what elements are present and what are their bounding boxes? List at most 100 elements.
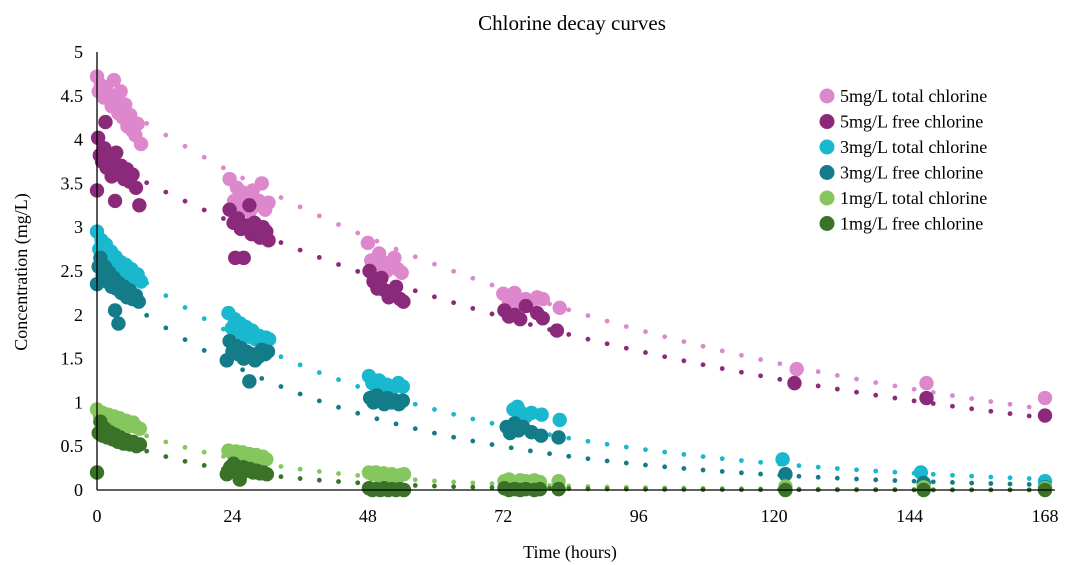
y-tick-label: 0.5: [61, 436, 84, 456]
trendline-dot: [892, 478, 898, 483]
trendline-dot: [316, 213, 322, 219]
trendline-dot: [336, 404, 341, 410]
x-tick-labels: 0 24 48 72 96 120 144 168: [93, 506, 1059, 526]
trendline-dot: [432, 430, 437, 436]
trendline-dot: [393, 421, 399, 427]
data-point: [535, 291, 550, 307]
trendline-dot: [201, 316, 207, 322]
x-tick-label: 24: [223, 506, 241, 526]
data-point: [778, 467, 793, 482]
trendline-dot: [201, 449, 207, 455]
trendline-dot: [489, 442, 495, 447]
trendline-dot: [604, 458, 610, 464]
data-points: [89, 69, 1053, 498]
trendline-dot: [758, 471, 763, 477]
data-point: [98, 114, 113, 130]
trendline-dot: [182, 444, 188, 450]
data-point: [534, 407, 549, 422]
trendline-dot: [969, 480, 975, 486]
data-point: [787, 375, 802, 391]
trendline-dot: [892, 395, 898, 401]
trendline-dot: [336, 222, 341, 227]
data-point: [259, 467, 275, 482]
trendline-dot: [834, 372, 840, 378]
trendline-dot: [470, 416, 476, 422]
data-point: [132, 437, 148, 452]
legend-marker: [819, 190, 835, 206]
trendline-dot: [221, 165, 226, 171]
trendline-dot: [451, 268, 457, 274]
trendline-dot: [854, 467, 859, 473]
trendline-dot: [278, 354, 284, 360]
trendline-dot: [758, 373, 763, 379]
data-point: [236, 250, 251, 266]
trendline-dot: [796, 463, 802, 469]
trendline-dot: [432, 407, 437, 412]
trendline-dot: [393, 246, 399, 252]
trendline-dot: [911, 398, 917, 404]
trendline-dot: [700, 362, 706, 368]
legend-marker: [819, 216, 835, 231]
trendline-dot: [585, 438, 591, 444]
data-point: [360, 235, 376, 251]
trendline-dot: [412, 426, 418, 432]
trendline-dot: [585, 313, 591, 318]
trendline-dot: [834, 386, 840, 392]
trendline-dot: [489, 311, 495, 317]
data-point: [107, 193, 123, 209]
trendline-dot: [432, 478, 437, 484]
trendline-dot: [355, 384, 361, 389]
data-point: [260, 344, 276, 359]
trendline-dot: [489, 420, 495, 426]
trendline-dot: [412, 288, 418, 294]
trendline-dot: [297, 476, 303, 481]
trendline-dot: [316, 255, 322, 260]
trendline-dot: [969, 473, 975, 479]
trendline-dot: [950, 472, 955, 478]
trendline-dot: [854, 376, 859, 382]
y-axis-title: Concentration (mg/L): [11, 193, 32, 350]
data-point: [395, 393, 411, 408]
data-point: [107, 303, 123, 318]
trendline-dot: [240, 175, 245, 181]
trendline-dot: [201, 463, 207, 468]
trendline-dot: [144, 448, 150, 454]
data-point: [552, 412, 567, 428]
trendline-dot: [930, 471, 936, 477]
data-point: [513, 311, 528, 327]
trendline-dot: [201, 207, 207, 213]
trendline-dot: [182, 337, 188, 342]
data-point: [374, 270, 389, 286]
trendline-dot: [815, 474, 821, 480]
trendline-dot: [316, 370, 322, 375]
trendline-dot: [585, 456, 591, 462]
trendline-dot: [739, 458, 744, 463]
trendline-dot: [950, 403, 955, 409]
trendline-dot: [144, 120, 150, 126]
x-tick-label: 144: [896, 506, 923, 526]
data-point: [132, 198, 147, 213]
trendline-dot: [163, 293, 169, 299]
trendline-dot: [336, 471, 341, 476]
y-tick-label: 1: [74, 392, 83, 412]
trendline-dot: [278, 240, 284, 245]
trendline-dot: [930, 479, 936, 485]
data-point: [532, 481, 548, 497]
data-point: [106, 72, 122, 88]
trendline-dot: [700, 454, 706, 460]
y-tick-label: 2.5: [61, 261, 84, 281]
data-point: [242, 374, 257, 389]
trendline-dot: [873, 468, 879, 474]
trendline-dot: [604, 318, 610, 324]
trendline-dot: [163, 132, 169, 138]
legend: 5mg/L total chlorine 5mg/L free chlorine 3…: [819, 86, 987, 234]
trendline-dot: [604, 486, 610, 492]
trendline-dot: [796, 473, 802, 479]
data-point: [261, 332, 277, 347]
trendline-dot: [451, 300, 457, 306]
trendline-dot: [873, 380, 879, 385]
trendline-dot: [1007, 475, 1013, 481]
trendline-dot: [700, 343, 706, 349]
data-point: [242, 198, 257, 213]
